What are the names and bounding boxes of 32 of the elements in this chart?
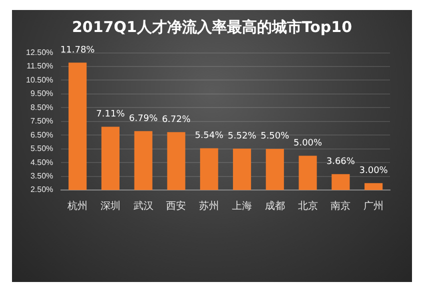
data-label: 11.78% xyxy=(60,46,96,56)
y-tick-label: 11.50% xyxy=(26,62,54,71)
data-label: 5.54% xyxy=(194,131,224,142)
x-tick-label: 苏州 xyxy=(199,200,220,212)
data-label: 5.50% xyxy=(260,132,290,142)
y-tick-label: 3.50% xyxy=(30,171,54,180)
y-tick-label: 5.50% xyxy=(30,144,54,154)
y-tick-label: 9.50% xyxy=(30,89,54,98)
data-label: 3.00% xyxy=(359,166,388,176)
y-tick-label: 7.50% xyxy=(30,116,54,126)
y-tick-label: 8.50% xyxy=(30,102,54,112)
chart-title: 2017Q1人才净流入率最高的城市Top10 xyxy=(70,18,354,37)
x-tick-label: 北京 xyxy=(298,200,318,212)
y-tick-label: 4.50% xyxy=(30,158,54,167)
x-tick-label: 深圳 xyxy=(100,200,120,212)
y-tick-label: 10.50% xyxy=(26,75,54,84)
y-tick-label: 12.50% xyxy=(26,48,54,58)
data-label: 5.52% xyxy=(228,131,257,142)
y-tick-label: 6.50% xyxy=(30,130,54,140)
data-label: 3.66% xyxy=(326,156,356,167)
x-tick-label: 南京 xyxy=(330,200,351,212)
data-label: 7.11% xyxy=(96,110,126,120)
x-tick-label: 成都 xyxy=(264,200,285,212)
x-tick-label: 上海 xyxy=(232,200,252,212)
data-label: 5.00% xyxy=(293,138,323,149)
x-tick-label: 杭州 xyxy=(66,200,88,212)
x-tick-label: 武汉 xyxy=(133,200,154,212)
data-label: 6.72% xyxy=(162,114,191,125)
y-tick-label: 2.50% xyxy=(30,185,54,194)
x-tick-label: 西安 xyxy=(166,200,186,212)
x-tick-label: 广州 xyxy=(364,200,384,212)
data-label: 6.79% xyxy=(129,114,158,124)
